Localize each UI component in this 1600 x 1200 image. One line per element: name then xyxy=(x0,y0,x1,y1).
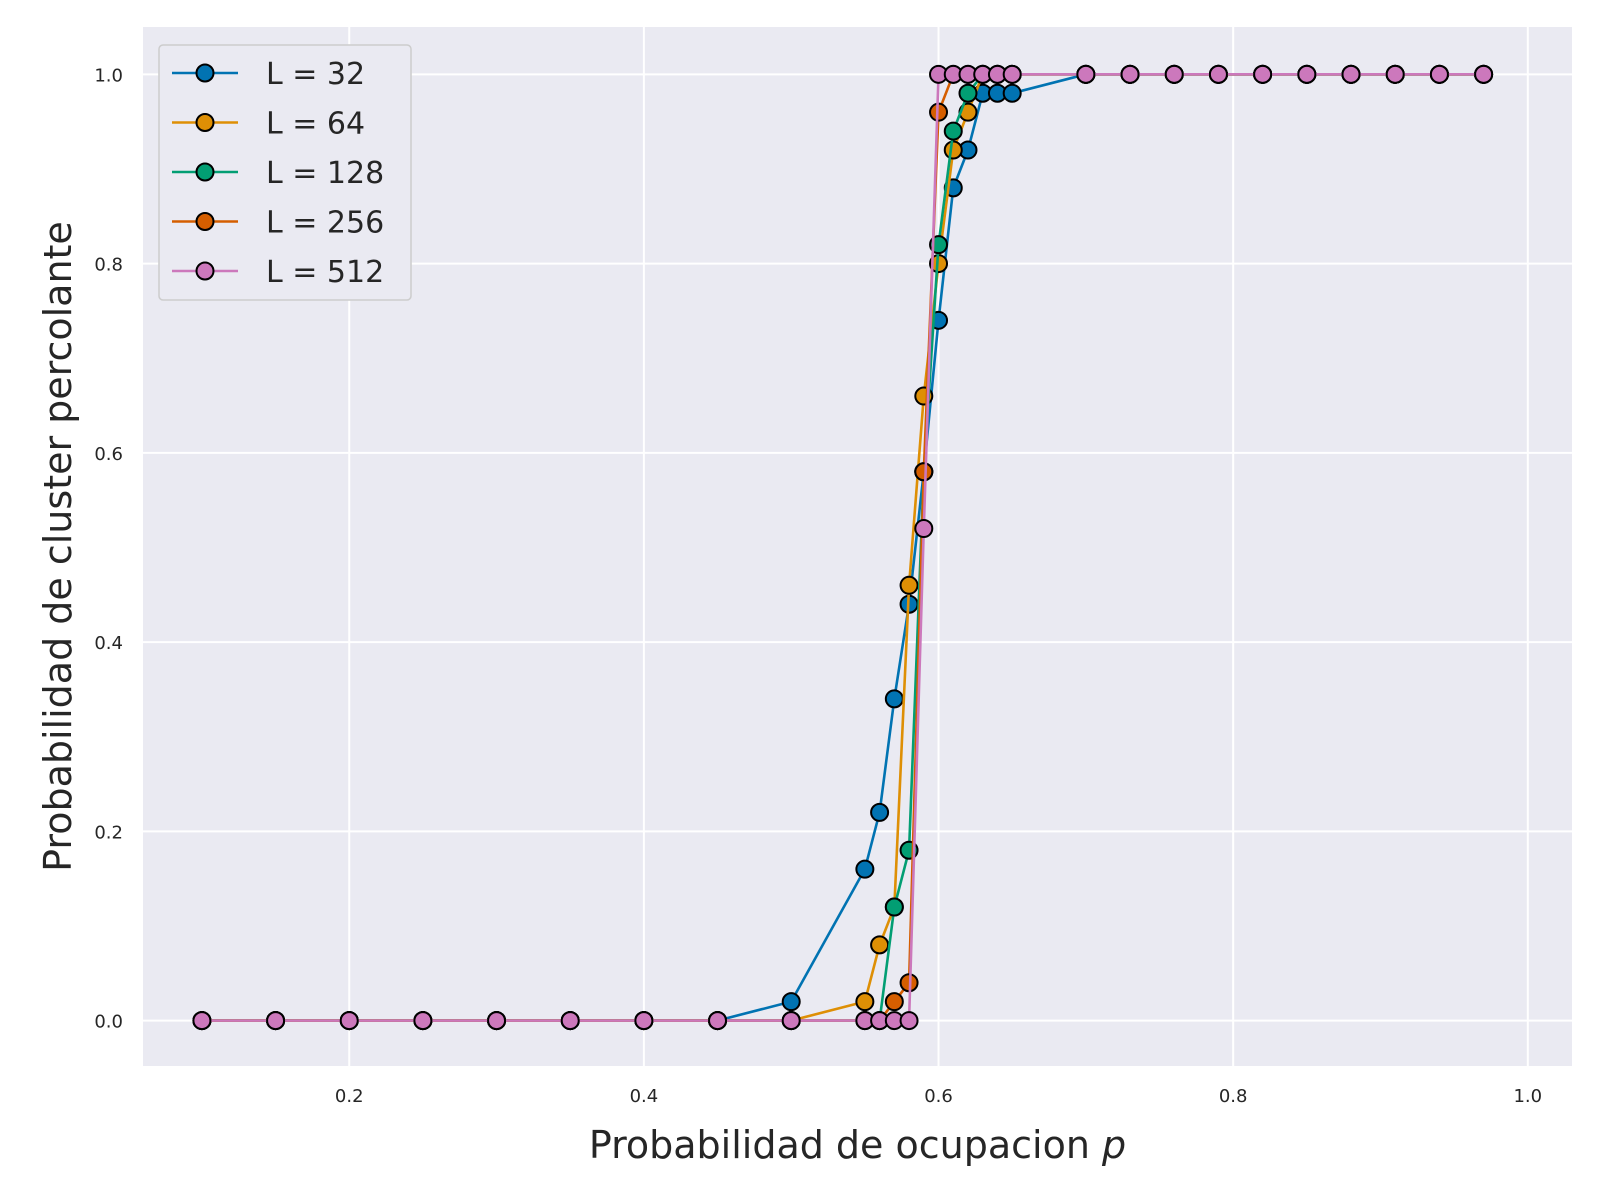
data-point xyxy=(870,935,890,955)
data-point xyxy=(1002,64,1022,84)
data-point xyxy=(870,802,890,822)
data-point xyxy=(1120,64,1140,84)
data-point xyxy=(884,689,904,709)
data-point xyxy=(1429,64,1449,84)
data-point xyxy=(1208,64,1228,84)
legend-label: L = 64 xyxy=(266,107,365,142)
x-tick-labels: 0.2 0.4 0.6 0.8 1.0 xyxy=(335,1086,1542,1107)
y-tick-label: 0.8 xyxy=(94,255,123,276)
data-point xyxy=(855,992,875,1012)
data-point xyxy=(914,462,934,482)
legend-marker xyxy=(195,113,215,132)
data-point xyxy=(560,1011,580,1031)
legend-marker xyxy=(195,162,215,182)
legend: L = 32 L = 64 L = 128 L = 256 L = 512 xyxy=(158,44,412,301)
legend-marker xyxy=(195,63,215,83)
legend-box xyxy=(158,44,412,301)
y-tick-labels: 0.0 0.2 0.4 0.6 0.8 1.0 xyxy=(94,65,123,1032)
data-point xyxy=(1253,64,1273,84)
data-point xyxy=(708,1011,728,1031)
data-point xyxy=(1341,64,1361,84)
legend-entry: L = 256 xyxy=(172,206,384,241)
data-point xyxy=(339,1011,359,1031)
x-tick-label: 0.2 xyxy=(335,1086,364,1107)
x-axis-title: Probabilidad de ocupacion p xyxy=(589,1123,1126,1167)
data-point xyxy=(943,140,963,160)
data-point xyxy=(884,897,904,917)
series-5 xyxy=(192,64,1494,1031)
data-point xyxy=(1002,83,1022,103)
x-tick-label: 0.4 xyxy=(630,1086,659,1107)
legend-entry: L = 512 xyxy=(172,255,384,290)
series-layer xyxy=(192,64,1494,1031)
y-tick-label: 0.2 xyxy=(94,822,123,843)
data-point xyxy=(1076,64,1096,84)
data-point xyxy=(855,859,875,879)
data-point xyxy=(958,83,978,103)
data-point xyxy=(1385,64,1405,84)
data-point xyxy=(943,121,963,141)
data-point xyxy=(192,1011,212,1031)
data-point xyxy=(899,575,919,595)
data-point xyxy=(1164,64,1184,84)
data-point xyxy=(413,1011,433,1031)
y-tick-label: 0.4 xyxy=(94,633,123,654)
data-point xyxy=(899,1011,919,1031)
legend-marker xyxy=(195,261,215,281)
data-point xyxy=(634,1011,654,1031)
legend-label: L = 256 xyxy=(266,206,384,241)
y-tick-label: 0.6 xyxy=(94,444,123,465)
legend-entries: L = 32 L = 64 L = 128 L = 256 L = 512 xyxy=(172,57,384,290)
legend-entry: L = 32 xyxy=(172,57,365,92)
data-point xyxy=(781,1011,801,1031)
y-tick-label: 0.0 xyxy=(94,1012,123,1033)
y-axis-title: Probabilidad de cluster percolante xyxy=(36,221,80,872)
data-point xyxy=(781,992,801,1012)
legend-label: L = 32 xyxy=(266,57,365,92)
y-tick-label: 1.0 xyxy=(94,65,123,86)
legend-marker xyxy=(195,212,215,231)
legend-label: L = 128 xyxy=(266,156,384,191)
legend-entry: L = 128 xyxy=(172,156,384,191)
data-point xyxy=(266,1011,286,1031)
x-tick-label: 1.0 xyxy=(1513,1086,1542,1107)
legend-entry: L = 64 xyxy=(172,107,365,142)
x-tick-label: 0.6 xyxy=(924,1086,953,1107)
data-point xyxy=(1297,64,1317,84)
legend-label: L = 512 xyxy=(266,255,384,290)
data-point xyxy=(914,519,934,539)
data-point xyxy=(487,1011,507,1031)
data-point xyxy=(884,992,904,1012)
x-tick-label: 0.8 xyxy=(1219,1086,1248,1107)
data-point xyxy=(1474,64,1494,84)
